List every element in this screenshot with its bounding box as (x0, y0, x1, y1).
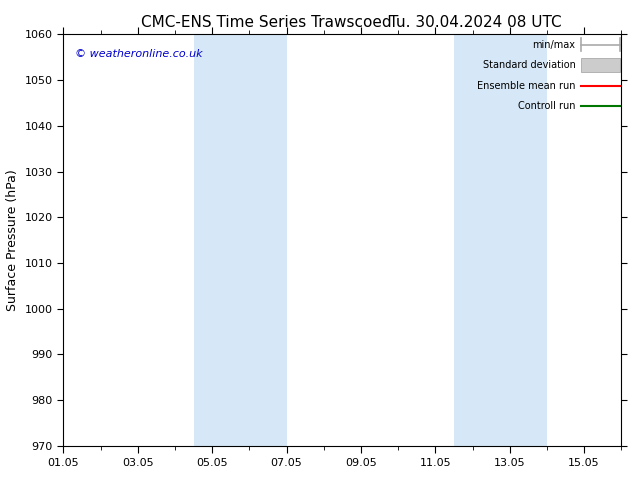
Text: CMC-ENS Time Series Trawscoed: CMC-ENS Time Series Trawscoed (141, 15, 392, 30)
Text: © weatheronline.co.uk: © weatheronline.co.uk (75, 49, 202, 59)
Text: Tu. 30.04.2024 08 UTC: Tu. 30.04.2024 08 UTC (389, 15, 562, 30)
Bar (193, 34, 287, 446)
Text: Ensemble mean run: Ensemble mean run (477, 81, 576, 91)
Text: min/max: min/max (533, 40, 576, 49)
Bar (581, 58, 620, 73)
Y-axis label: Surface Pressure (hPa): Surface Pressure (hPa) (6, 169, 19, 311)
Text: Standard deviation: Standard deviation (482, 60, 576, 70)
Text: Controll run: Controll run (518, 101, 576, 111)
Bar (454, 34, 547, 446)
